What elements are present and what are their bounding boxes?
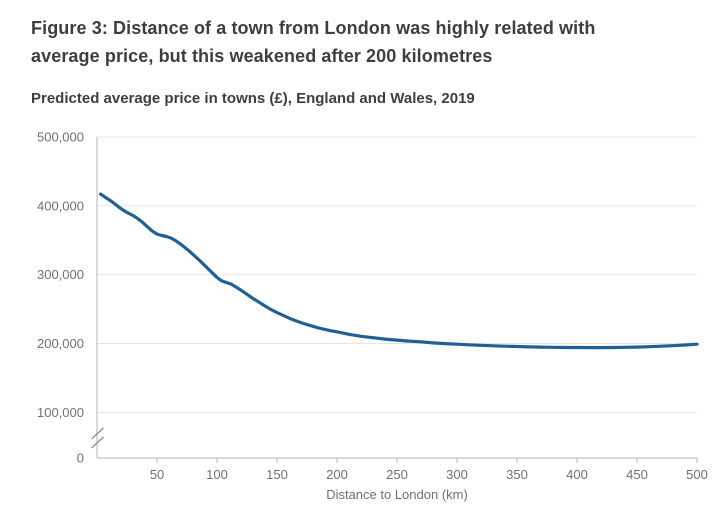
x-tick-label: 450 [626,467,648,482]
axis-break-icon [91,427,104,440]
x-tick-label: 250 [386,467,408,482]
y-tick-label: 200,000 [37,336,84,351]
price-line [99,192,699,350]
figure-title-line2: average price, but this weakened after 2… [31,46,493,66]
x-tick-label: 500 [686,467,708,482]
x-tick-label: 50 [150,467,164,482]
x-tick-label: 400 [566,467,588,482]
axis-break-icon [91,436,104,449]
figure-subtitle: Predicted average price in towns (£), En… [31,90,475,107]
y-tick-label: 100,000 [37,405,84,420]
y-tick-label: 300,000 [37,267,84,282]
y-tick-label: 400,000 [37,198,84,213]
figure-title: Figure 3: Distance of a town from London… [31,14,691,70]
x-tick-label: 100 [206,467,228,482]
y-tick-label: 500,000 [37,130,84,145]
x-tick-label: 200 [326,467,348,482]
x-tick-label: 150 [266,467,288,482]
x-axis-title: Distance to London (km) [326,487,468,502]
figure-title-line1: Figure 3: Distance of a town from London… [31,18,596,38]
x-tick-label: 300 [446,467,468,482]
y-tick-label: 0 [77,451,84,466]
line-chart: 500,000 400,000 300,000 200,000 100,000 0 50 10… [37,130,708,503]
x-tick-label: 350 [506,467,528,482]
